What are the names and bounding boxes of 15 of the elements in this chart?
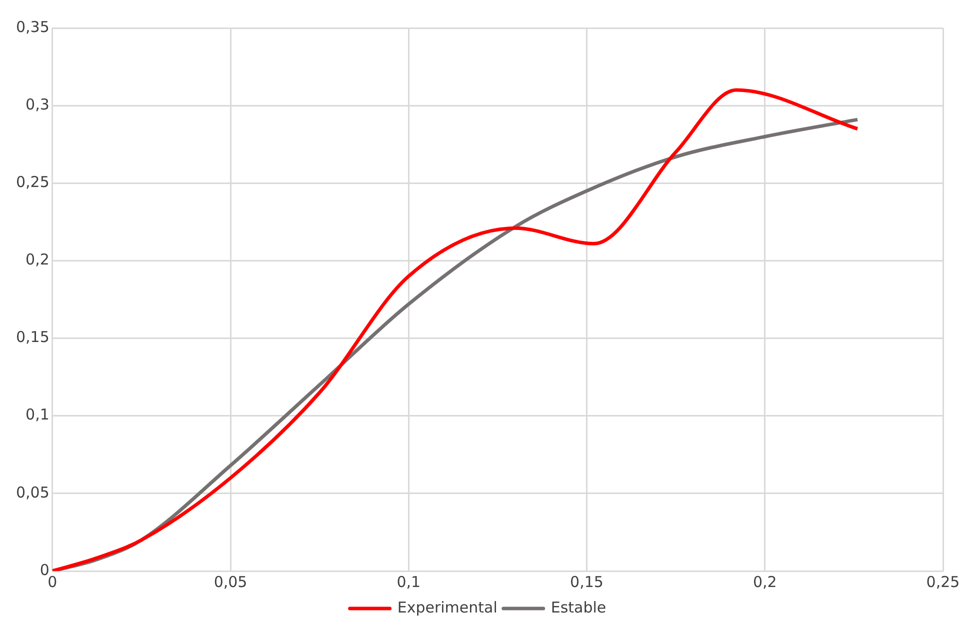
y-tick-label: 0,2 [26, 250, 50, 269]
y-tick-label: 0,15 [16, 328, 50, 346]
legend-label: Estable [550, 598, 606, 616]
y-tick-label: 0 [40, 560, 50, 579]
legend-label: Experimental [397, 598, 498, 616]
x-tick-label: 0,15 [570, 572, 604, 591]
x-tick-label: 0,2 [752, 572, 777, 591]
y-tick-label: 0,35 [16, 18, 50, 36]
x-tick-label: 0,05 [214, 572, 248, 591]
y-tick-label: 0,25 [16, 173, 50, 192]
x-tick-label: 0,1 [396, 572, 421, 591]
y-tick-label: 0,05 [16, 483, 50, 502]
y-tick-label: 0,1 [26, 406, 50, 424]
x-tick-label: 0,25 [926, 572, 960, 591]
y-tick-label: 0,3 [26, 95, 50, 114]
